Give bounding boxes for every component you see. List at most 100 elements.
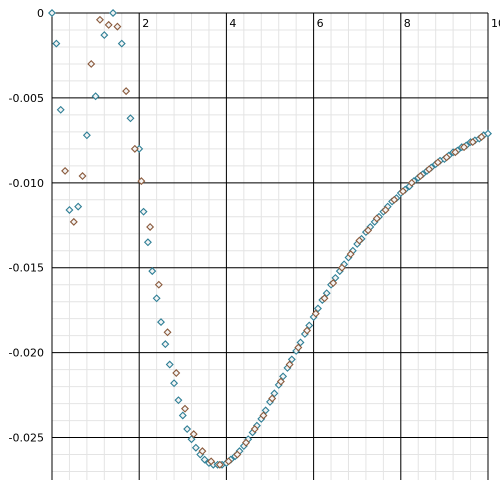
y-tick-label: -0.010 <box>9 177 44 190</box>
data-point-marker <box>296 338 305 347</box>
data-point-marker <box>242 438 250 447</box>
data-point-marker <box>460 143 468 152</box>
data-point-marker <box>139 207 148 216</box>
data-point-marker <box>276 377 285 386</box>
data-point-marker <box>172 369 181 377</box>
data-point-marker <box>178 411 187 420</box>
data-point-marker <box>311 309 320 318</box>
data-point-marker <box>146 222 155 231</box>
data-point-marker <box>100 31 109 40</box>
data-point-marker <box>122 87 131 96</box>
data-point-marker <box>78 172 87 181</box>
data-point-marker <box>313 304 322 313</box>
data-markers <box>48 9 492 469</box>
y-tick-label: -0.025 <box>9 432 44 445</box>
data-point-marker <box>157 318 165 327</box>
data-point-marker <box>200 455 209 464</box>
data-point-marker <box>259 411 268 420</box>
data-point-marker <box>270 389 279 398</box>
data-point-marker <box>285 360 294 369</box>
data-point-marker <box>294 343 303 352</box>
data-point-marker <box>372 214 381 223</box>
data-point-marker <box>329 279 338 287</box>
data-point-marker <box>143 238 152 247</box>
data-point-marker <box>337 263 346 272</box>
data-point-marker <box>433 158 442 167</box>
data-point-marker <box>137 177 146 186</box>
x-tick-label: 6 <box>317 17 324 30</box>
data-point-marker <box>187 435 196 444</box>
y-tick-label: -0.020 <box>9 347 44 360</box>
data-point-marker <box>52 39 61 48</box>
data-point-marker <box>65 206 74 214</box>
data-point-marker <box>148 267 157 276</box>
data-point-marker <box>198 447 207 456</box>
data-point-marker <box>56 105 65 114</box>
data-point-marker <box>109 9 118 17</box>
data-point-marker <box>189 430 198 439</box>
data-point-marker <box>305 321 314 330</box>
tick-labels: 2 4 6 8 10 0 -0.005 -0.010 -0.015 -0.020 -0.025 <box>9 7 500 445</box>
data-point-marker <box>191 443 200 452</box>
data-point-marker <box>48 9 56 17</box>
data-point-marker <box>126 114 135 123</box>
x-tick-label: 2 <box>142 17 149 30</box>
data-point-marker <box>170 379 179 388</box>
data-point-marker <box>233 450 242 459</box>
data-point-marker <box>381 206 390 214</box>
data-point-marker <box>95 15 104 24</box>
data-point-marker <box>399 187 407 196</box>
data-point-marker <box>303 326 312 335</box>
data-point-marker <box>484 129 492 138</box>
data-point-marker <box>425 165 434 174</box>
y-tick-label: -0.005 <box>9 92 44 105</box>
data-point-marker <box>69 217 78 226</box>
data-point-marker <box>215 460 224 469</box>
data-point-marker <box>407 178 416 187</box>
data-point-marker <box>165 360 174 369</box>
x-tick-label: 4 <box>229 17 236 30</box>
data-point-marker <box>117 39 126 48</box>
data-point-marker <box>287 355 296 364</box>
data-point-marker <box>113 22 122 31</box>
data-point-marker <box>87 59 96 68</box>
data-point-marker <box>161 340 170 349</box>
data-point-marker <box>82 131 91 140</box>
minor-grid <box>51 12 489 480</box>
data-point-marker <box>442 153 451 162</box>
data-point-marker <box>390 195 399 204</box>
x-tick-label: 10 <box>491 17 500 30</box>
data-point-marker <box>268 394 277 403</box>
data-point-marker <box>416 172 425 181</box>
data-point-marker <box>224 457 233 466</box>
data-point-marker <box>183 425 192 434</box>
x-tick-label: 8 <box>404 17 411 30</box>
data-point-marker <box>331 273 340 282</box>
y-tick-label: -0.015 <box>9 262 44 275</box>
data-point-marker <box>163 328 172 337</box>
data-point-marker <box>355 236 364 245</box>
y-tick-label: 0 <box>37 7 44 20</box>
data-point-marker <box>154 280 163 289</box>
data-point-marker <box>104 20 113 29</box>
data-point-marker <box>468 138 477 147</box>
data-point-marker <box>181 404 189 413</box>
data-point-marker <box>477 132 486 141</box>
data-point-marker <box>320 294 329 303</box>
data-point-marker <box>364 226 373 235</box>
data-point-marker <box>451 148 460 157</box>
data-point-marker <box>61 166 70 175</box>
data-point-marker <box>346 250 355 259</box>
data-point-marker <box>250 425 259 434</box>
data-point-marker <box>152 294 161 303</box>
data-point-marker <box>207 457 216 466</box>
data-point-marker <box>174 396 183 405</box>
data-point-marker <box>91 92 100 101</box>
major-grid <box>51 12 489 480</box>
data-point-marker <box>130 144 139 153</box>
data-point-marker <box>322 289 331 298</box>
data-point-marker <box>261 406 270 415</box>
data-point-marker <box>74 202 83 211</box>
